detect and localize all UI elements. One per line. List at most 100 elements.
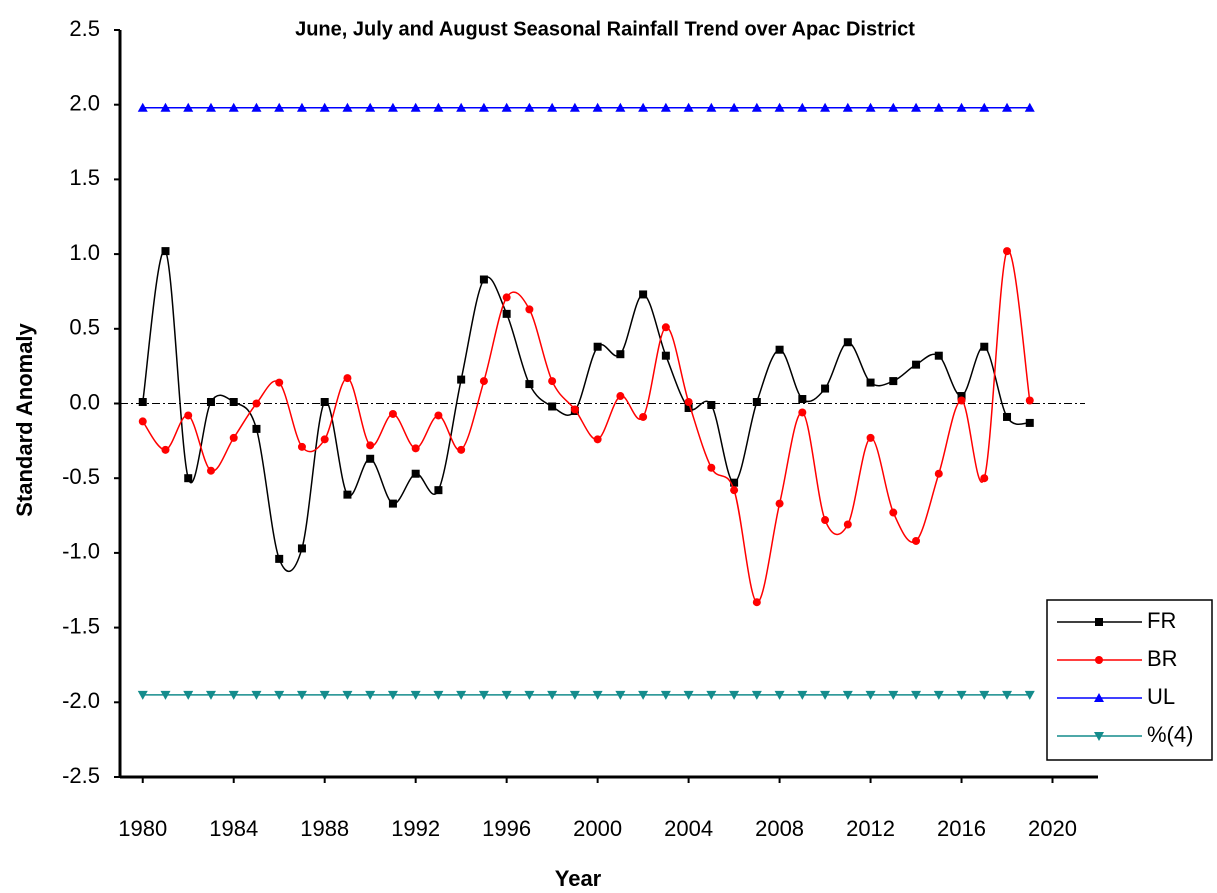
marker — [365, 690, 376, 700]
marker — [592, 102, 603, 112]
marker — [638, 102, 649, 112]
marker — [956, 690, 967, 700]
marker — [889, 508, 898, 517]
marker — [274, 690, 285, 700]
marker — [205, 102, 216, 112]
marker — [775, 345, 784, 354]
marker — [911, 102, 922, 112]
marker — [1094, 732, 1104, 741]
marker — [342, 690, 353, 700]
marker — [729, 690, 740, 700]
marker — [524, 102, 535, 112]
marker — [410, 690, 421, 700]
marker — [205, 690, 216, 700]
marker — [706, 102, 717, 112]
marker — [775, 499, 784, 508]
marker — [707, 400, 716, 409]
marker — [889, 377, 898, 386]
marker — [616, 350, 625, 359]
marker — [912, 536, 921, 545]
marker — [137, 690, 148, 700]
marker — [751, 690, 762, 700]
marker — [979, 102, 990, 112]
marker — [365, 102, 376, 112]
marker — [160, 102, 171, 112]
marker — [729, 102, 740, 112]
marker — [888, 102, 899, 112]
marker — [956, 102, 967, 112]
marker — [934, 469, 943, 478]
marker — [275, 378, 284, 387]
marker — [592, 690, 603, 700]
marker — [1002, 690, 1013, 700]
marker — [411, 444, 420, 453]
legend-box — [1046, 599, 1213, 761]
marker — [707, 463, 716, 472]
marker — [593, 435, 602, 444]
marker — [798, 408, 807, 417]
marker — [184, 411, 193, 420]
marker — [865, 102, 876, 112]
marker — [457, 445, 466, 454]
marker — [388, 499, 397, 508]
marker — [730, 478, 739, 487]
marker — [683, 102, 694, 112]
marker — [456, 102, 467, 112]
marker — [501, 690, 512, 700]
x-tick-label: 1992 — [391, 816, 440, 841]
x-tick-label: 2004 — [664, 816, 713, 841]
marker — [957, 396, 966, 405]
marker — [274, 102, 285, 112]
marker — [661, 323, 670, 332]
marker — [1094, 693, 1104, 702]
x-tick-label: 2000 — [573, 816, 622, 841]
y-axis-title: Standard Anomaly — [12, 322, 37, 516]
marker — [252, 424, 261, 433]
marker — [548, 402, 557, 411]
marker — [866, 433, 875, 442]
marker — [388, 409, 397, 418]
marker — [296, 102, 307, 112]
legend-label: UL — [1147, 684, 1175, 709]
marker — [161, 445, 170, 454]
marker — [751, 102, 762, 112]
marker — [320, 435, 329, 444]
marker — [183, 690, 194, 700]
marker — [661, 351, 670, 360]
y-tick-label: 1.0 — [69, 240, 100, 265]
marker — [251, 102, 262, 112]
marker — [547, 102, 558, 112]
marker — [797, 690, 808, 700]
x-tick-label: 1980 — [118, 816, 167, 841]
marker — [615, 102, 626, 112]
marker — [1003, 412, 1012, 421]
y-tick-label: -1.5 — [62, 613, 100, 638]
marker — [138, 417, 147, 426]
marker — [137, 102, 148, 112]
y-tick-label: 2.5 — [69, 16, 100, 41]
marker — [593, 342, 602, 351]
marker — [548, 377, 557, 386]
marker — [342, 102, 353, 112]
x-tick-label: 1996 — [482, 816, 531, 841]
marker — [569, 690, 580, 700]
marker — [433, 102, 444, 112]
marker — [433, 690, 444, 700]
marker — [570, 405, 579, 414]
marker — [297, 442, 306, 451]
marker — [319, 690, 330, 700]
x-axis-title: Year — [555, 866, 602, 891]
marker — [479, 377, 488, 386]
legend-label: BR — [1147, 646, 1178, 671]
marker — [888, 690, 899, 700]
marker — [821, 516, 830, 525]
x-tick-label: 2008 — [755, 816, 804, 841]
marker — [821, 384, 830, 393]
marker — [297, 544, 306, 553]
y-tick-label: -1.0 — [62, 539, 100, 564]
marker — [1002, 102, 1013, 112]
marker — [911, 690, 922, 700]
marker — [1025, 418, 1034, 427]
legend-label: %(4) — [1147, 722, 1193, 747]
chart-title: June, July and August Seasonal Rainfall … — [295, 18, 915, 40]
